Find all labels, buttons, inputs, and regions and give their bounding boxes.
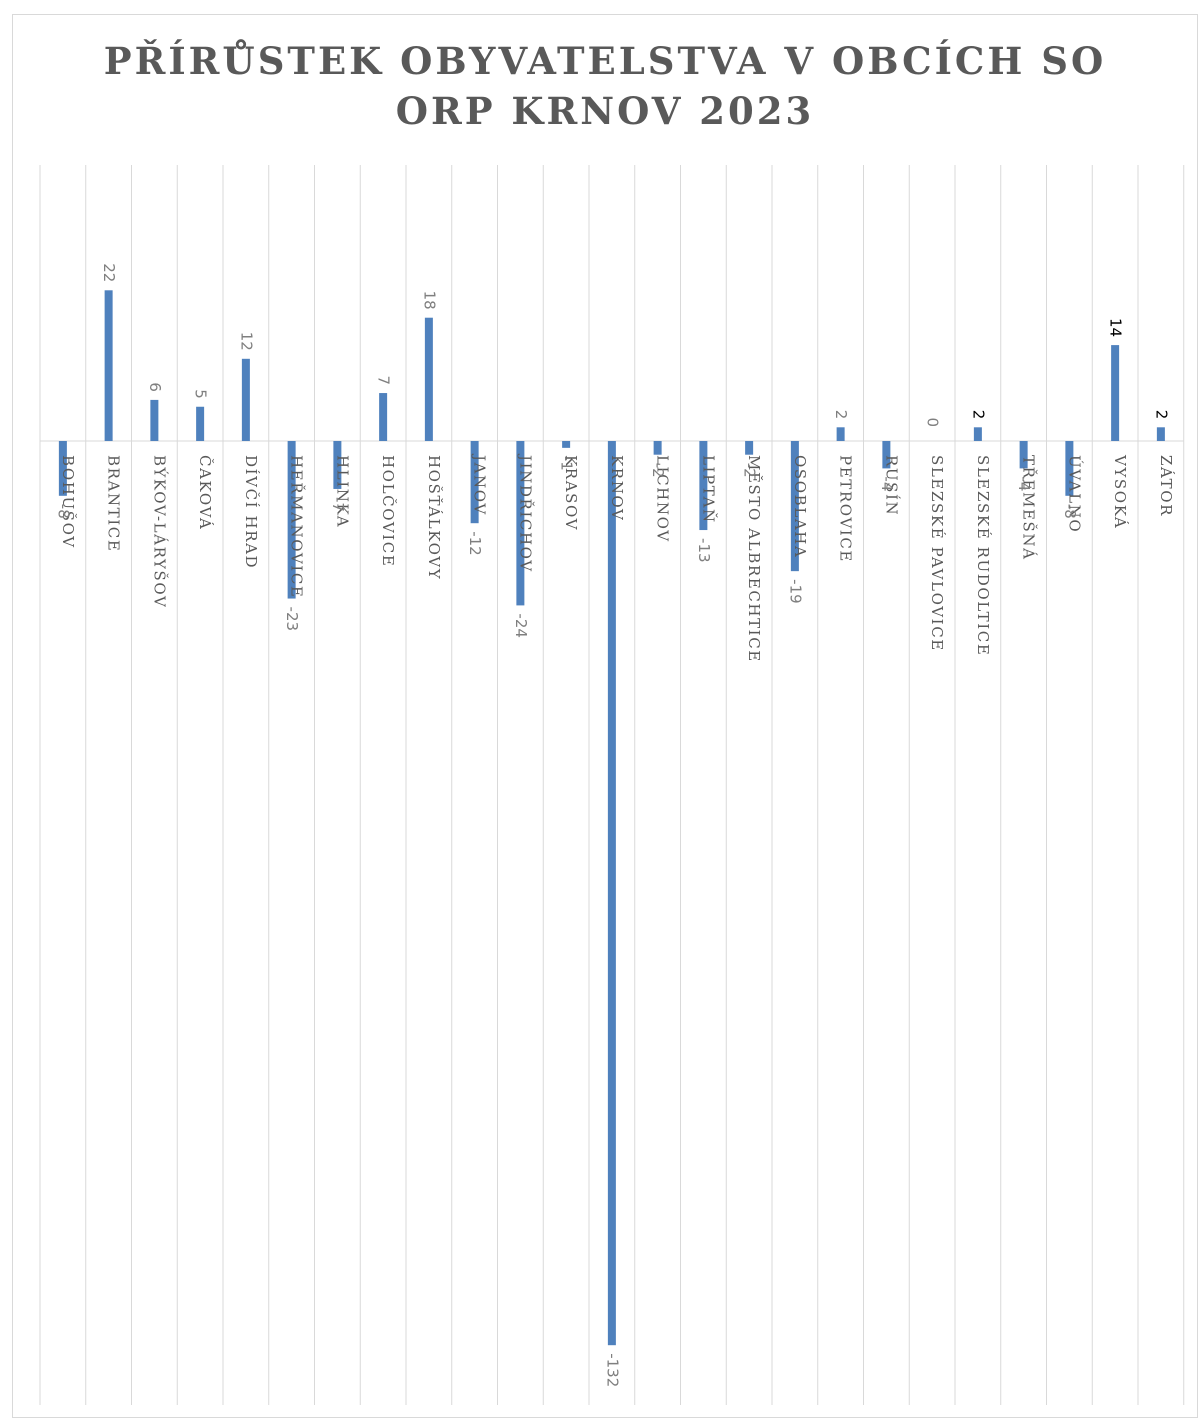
bar: [333, 441, 342, 489]
bar: [58, 441, 67, 496]
category-label: HLINKA: [333, 455, 351, 528]
category-label: HEŘMANOVICE: [288, 455, 306, 598]
data-label: -2: [649, 463, 667, 478]
category-label: JINDŘICHOV: [516, 453, 534, 573]
category-label: OSOBLAHA: [791, 455, 809, 558]
category-label: BRANTICE: [105, 455, 123, 552]
bar: [1065, 441, 1074, 496]
category-label: MĚSTO ALBRECHTICE: [745, 455, 763, 663]
bar: [470, 441, 479, 524]
category-label: LIPTAŇ: [699, 455, 717, 524]
bar: [836, 427, 845, 441]
category-label: LICHNOV: [654, 455, 672, 543]
category-label: KRASOV: [562, 455, 580, 531]
data-label: 6: [146, 382, 164, 392]
bar: [653, 441, 662, 455]
category-label: HOLČOVICE: [379, 455, 397, 567]
bar: [1019, 441, 1028, 469]
bars: [58, 290, 1165, 1346]
category-label: BOHUŠOV: [59, 455, 77, 549]
data-label: 2: [832, 410, 850, 420]
data-label: -2: [741, 463, 759, 478]
bar: [196, 406, 205, 441]
data-label: 0: [924, 417, 942, 427]
data-label: -12: [466, 531, 484, 556]
bar: [287, 441, 296, 599]
bar: [882, 441, 891, 469]
chart-title-line-1: PŘÍRŮSTEK OBYVATELSTVA V OBCÍCH SO: [103, 39, 1107, 83]
bar: [104, 290, 113, 441]
category-label: JANOV: [471, 453, 489, 516]
value-labels: -8226512-23-7718-12-24-1-132-2-13-2-192-…: [54, 263, 1170, 1387]
data-label: -23: [283, 607, 301, 632]
category-labels: BOHUŠOV BRANTICE BÝKOV-LÁRYŠOV ČAKOVÁ DÍVČÍ …: [59, 453, 1175, 663]
bar: [790, 441, 799, 572]
data-label: -7: [329, 497, 347, 512]
category-label: DÍVČÍ HRAD: [242, 455, 260, 569]
data-label: -8: [1061, 504, 1079, 519]
category-label: PETROVICE: [837, 455, 855, 563]
data-label: 7: [375, 376, 393, 386]
category-label: TŘEMEŠNÁ: [1020, 455, 1038, 561]
bar: [516, 441, 525, 606]
category-label: ZÁTOR: [1157, 455, 1175, 517]
data-label: 22: [100, 263, 118, 282]
data-label: 18: [420, 291, 438, 310]
bar: [424, 317, 433, 441]
chart-title: PŘÍRŮSTEK OBYVATELSTVA V OBCÍCH SO ORP K…: [12, 36, 1198, 136]
bar: [150, 399, 159, 441]
data-label: 2: [969, 410, 987, 420]
bar: [1111, 345, 1120, 441]
data-label: -19: [786, 579, 804, 604]
category-label: SLEZSKÉ RUDOLTICE: [974, 455, 992, 656]
bar: [607, 441, 616, 1346]
data-label: 14: [1107, 318, 1125, 337]
category-label: RUSÍN: [882, 455, 900, 516]
category-label: KRNOV: [608, 455, 626, 522]
data-label: -4: [878, 476, 896, 491]
data-label: -4: [1015, 476, 1033, 491]
category-label: SLEZSKÉ PAVLOVICE: [928, 455, 946, 652]
category-label: VYSOKÁ: [1111, 454, 1129, 529]
bar: [241, 358, 250, 441]
data-label: 5: [192, 389, 210, 399]
category-label: ÚVALNO: [1065, 455, 1083, 533]
chart-title-line-2: ORP KRNOV 2023: [395, 89, 815, 133]
bar: [973, 427, 982, 441]
bar: [699, 441, 708, 531]
data-label: -24: [512, 613, 530, 638]
data-label: -132: [603, 1353, 621, 1387]
category-label: HOŠŤÁLKOVY: [425, 455, 443, 580]
data-label: 12: [237, 332, 255, 351]
category-label: ČAKOVÁ: [196, 455, 214, 530]
bar: [745, 441, 754, 455]
bar: [379, 393, 388, 441]
category-label: BÝKOV-LÁRYŠOV: [150, 455, 168, 609]
data-label: -8: [54, 504, 72, 519]
data-label: -13: [695, 538, 713, 563]
data-label: 2: [1152, 410, 1170, 420]
bar: [1156, 427, 1165, 441]
bar: [562, 441, 571, 448]
data-label: -1: [558, 456, 576, 471]
